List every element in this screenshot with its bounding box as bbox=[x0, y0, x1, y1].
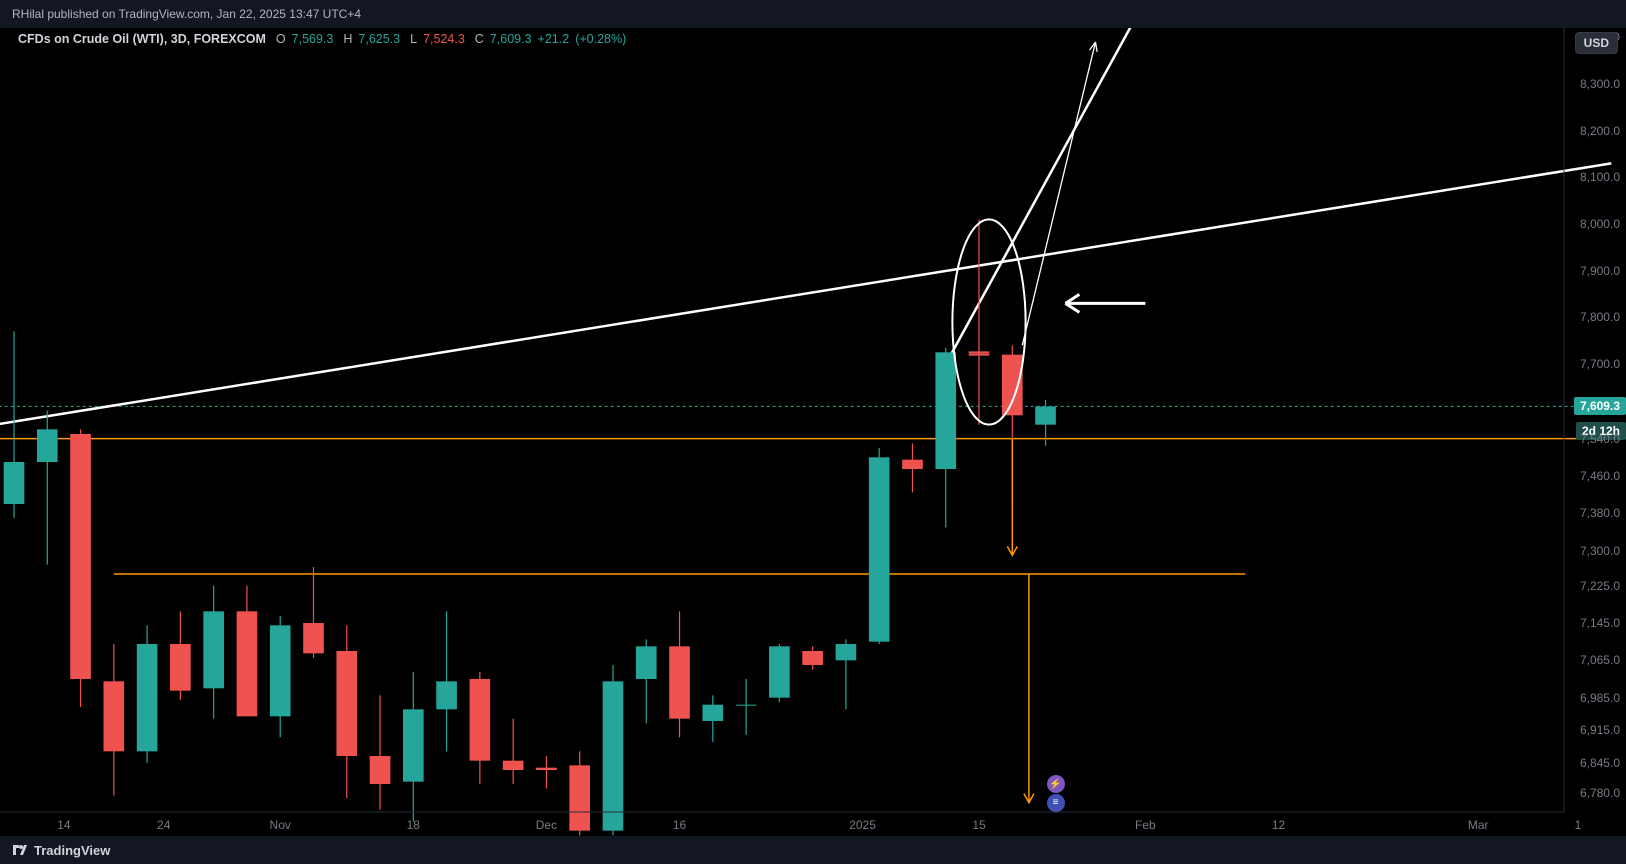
symbol-name[interactable]: CFDs on Crude Oil (WTI), 3D, FOREXCOM bbox=[18, 32, 266, 46]
x-tick-label: Dec bbox=[536, 818, 557, 832]
chart-container[interactable]: 8,400.08,300.08,200.08,100.08,000.07,900… bbox=[0, 28, 1626, 836]
change-pct: (+0.28%) bbox=[575, 32, 626, 46]
x-tick-label: Nov bbox=[270, 818, 291, 832]
low-value: 7,524.3 bbox=[423, 32, 465, 46]
tradingview-logo-icon bbox=[12, 842, 28, 858]
low-label: L bbox=[410, 32, 417, 46]
x-tick-label: 2025 bbox=[849, 818, 876, 832]
close-label: C bbox=[475, 32, 484, 46]
x-tick-label: 14 bbox=[57, 818, 70, 832]
x-tick-label: Mar bbox=[1468, 818, 1489, 832]
currency-button[interactable]: USD bbox=[1575, 32, 1618, 54]
close-value: 7,609.3 bbox=[490, 32, 532, 46]
footer-brand: TradingView bbox=[34, 843, 110, 858]
x-tick-label: 16 bbox=[673, 818, 686, 832]
event-icon[interactable]: ≡ bbox=[1047, 794, 1065, 812]
top-bar: RHilal published on TradingView.com, Jan… bbox=[0, 0, 1626, 28]
x-tick-label: 24 bbox=[157, 818, 170, 832]
candlestick-chart[interactable] bbox=[0, 28, 1626, 836]
open-label: O bbox=[276, 32, 286, 46]
symbol-info-bar: CFDs on Crude Oil (WTI), 3D, FOREXCOM O7… bbox=[18, 32, 626, 46]
high-label: H bbox=[343, 32, 352, 46]
change-value: +21.2 bbox=[538, 32, 570, 46]
open-value: 7,569.3 bbox=[292, 32, 334, 46]
event-icon[interactable]: ⚡ bbox=[1047, 775, 1065, 793]
bottom-bar: TradingView bbox=[0, 836, 1626, 864]
x-tick-label: 1 bbox=[1575, 818, 1582, 832]
x-axis[interactable]: 1424Nov18Dec16202515Feb12Mar1 bbox=[0, 812, 1564, 836]
high-value: 7,625.3 bbox=[358, 32, 400, 46]
x-tick-label: 18 bbox=[407, 818, 420, 832]
x-tick-label: Feb bbox=[1135, 818, 1156, 832]
publish-info: RHilal published on TradingView.com, Jan… bbox=[12, 7, 361, 21]
x-tick-label: 12 bbox=[1272, 818, 1285, 832]
x-tick-label: 15 bbox=[972, 818, 985, 832]
